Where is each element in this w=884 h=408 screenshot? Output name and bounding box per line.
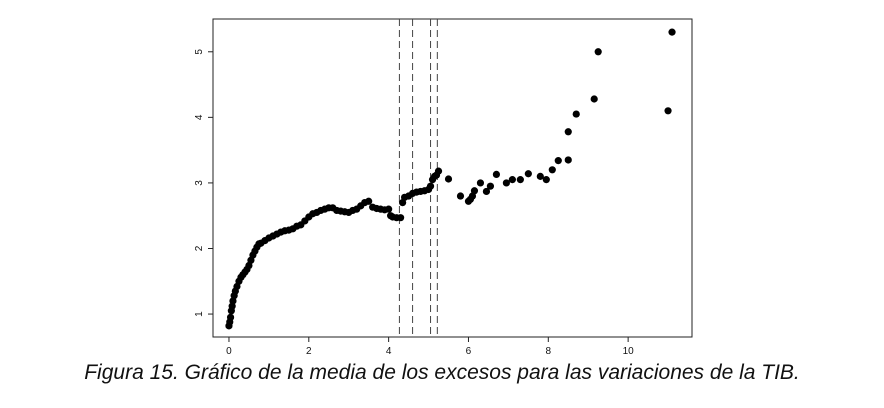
data-point	[572, 110, 580, 118]
x-tick-label: 10	[623, 346, 635, 357]
x-tick-label: 2	[306, 346, 312, 357]
y-tick-label: 5	[194, 49, 205, 55]
data-point	[486, 182, 495, 190]
data-point	[365, 197, 373, 205]
y-tick-label: 2	[194, 245, 205, 251]
x-tick-label: 6	[466, 346, 472, 357]
data-point	[564, 156, 572, 164]
y-tick-label: 4	[194, 114, 205, 120]
data-point	[594, 48, 602, 56]
data-point	[508, 176, 516, 184]
data-point	[476, 179, 485, 187]
data-point	[548, 166, 556, 174]
y-tick-label: 1	[194, 311, 205, 317]
data-point	[554, 157, 562, 165]
x-tick-label: 8	[546, 346, 552, 357]
data-point	[564, 128, 572, 136]
x-tick-label: 4	[386, 346, 392, 357]
data-point	[226, 313, 235, 321]
data-point	[668, 28, 676, 36]
data-point	[444, 175, 453, 183]
data-point	[434, 167, 443, 175]
data-point	[664, 107, 672, 115]
x-tick-label: 0	[226, 346, 232, 357]
data-point	[524, 170, 532, 178]
data-point	[536, 172, 544, 180]
plot-frame	[212, 18, 693, 338]
data-point	[385, 205, 393, 213]
data-point	[426, 182, 435, 190]
data-point	[492, 170, 501, 178]
data-point	[542, 176, 550, 184]
data-point	[482, 187, 491, 196]
data-point	[397, 214, 405, 222]
data-point	[502, 179, 510, 187]
data-point	[516, 176, 524, 184]
data-point	[456, 192, 465, 200]
data-point	[470, 187, 479, 195]
figure-caption: Figura 15. Gráfico de la media de los ex…	[84, 361, 800, 384]
y-tick-label: 3	[194, 180, 205, 186]
data-point	[590, 95, 598, 103]
